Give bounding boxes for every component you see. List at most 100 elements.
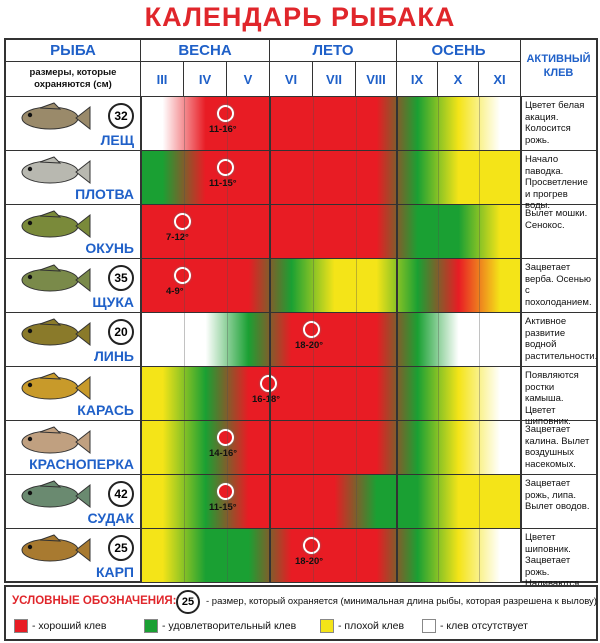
- column-divider: [479, 97, 480, 583]
- legend-title: УСЛОВНЫЕ ОБОЗНАЧЕНИЯ:: [12, 595, 177, 607]
- legend-size-text: - размер, который охраняется (минимальна…: [206, 596, 597, 607]
- spawn-temperature-marker: [217, 429, 234, 446]
- active-bite-note: Вылет мошки. Сенокос.: [521, 205, 596, 259]
- spawn-temperature-marker: [217, 105, 234, 122]
- fish-row-label: 35 ЩУКА: [6, 259, 141, 313]
- active-bite-note: Цветет шиповник. Зацветает рожь. Наливаю…: [521, 529, 596, 601]
- row-divider: [141, 582, 521, 583]
- spawn-temperature-label: 11-16°: [209, 124, 237, 135]
- column-divider: [438, 97, 439, 583]
- bite-activity-bar: [141, 205, 521, 258]
- active-bite-note: Появляются ростки камыша. Цветет шиповни…: [521, 367, 596, 427]
- spawn-temperature-label: 16-18°: [252, 394, 281, 405]
- fish-name: ЩУКА: [92, 294, 134, 310]
- legend-none-label: - клев отсутствует: [440, 620, 528, 632]
- spawn-temperature-label: 18-20°: [295, 556, 324, 567]
- protected-size-circle: 32: [108, 103, 134, 129]
- month-header-iv: IV: [184, 62, 227, 97]
- active-bite-note: Зацветает калина. Вылет воздушных насеко…: [521, 421, 596, 475]
- fish-row-label: 20 ЛИНЬ: [6, 313, 141, 367]
- page-title: КАЛЕНДАРЬ РЫБАКА: [144, 2, 456, 32]
- protected-size-note: размеры, которые охраняются (см): [6, 62, 141, 97]
- protected-size-circle: 20: [108, 319, 134, 345]
- fish-name: КАРП: [95, 564, 134, 580]
- row-divider: [141, 204, 521, 205]
- season-summer: ЛЕТО: [270, 40, 397, 62]
- row-divider: [141, 312, 521, 313]
- legend-poor-label: - плохой клев: [338, 620, 405, 632]
- row-divider: [141, 366, 521, 367]
- fish-row-label: КРАСНОПЕРКА: [6, 421, 141, 475]
- month-header-vi: VI: [270, 62, 313, 97]
- row-divider: [141, 528, 521, 529]
- fish-icon: [12, 317, 92, 356]
- legend-size-circle: 25: [176, 590, 200, 614]
- legend-swatch-poor: [320, 619, 334, 633]
- spawn-temperature-label: 4-9°: [166, 286, 184, 297]
- spawn-temperature-label: 18-20°: [295, 340, 324, 351]
- spawn-temperature-marker: [260, 375, 277, 392]
- bite-activity-bar: [141, 367, 521, 420]
- season-autumn: ОСЕНЬ: [397, 40, 521, 62]
- row-divider: [141, 150, 521, 151]
- fish-name: ОКУНЬ: [85, 240, 134, 256]
- fish-name: КАРАСЬ: [77, 402, 134, 418]
- fish-name: КРАСНОПЕРКА: [29, 456, 134, 472]
- season-spring: ВЕСНА: [141, 40, 270, 62]
- protected-size-circle: 35: [108, 265, 134, 291]
- spawn-temperature-marker: [217, 159, 234, 176]
- fish-row-label: 25 КАРП: [6, 529, 141, 583]
- column-divider: [140, 97, 142, 583]
- column-divider: [396, 97, 398, 583]
- active-bite-note: Зацветает верба. Осенью с похолоданием.: [521, 259, 596, 313]
- column-divider: [227, 97, 228, 583]
- month-header-vii: VII: [313, 62, 356, 97]
- legend-swatch-none: [422, 619, 436, 633]
- fish-name: ЛИНЬ: [93, 348, 134, 364]
- month-header-ix: IX: [397, 62, 438, 97]
- active-bite-note: Зацветает рожь, липа. Вылет оводов.: [521, 475, 596, 529]
- bite-activity-bar: [141, 97, 521, 150]
- spawn-temperature-label: 11-15°: [209, 502, 237, 513]
- bite-activity-bar: [141, 421, 521, 474]
- month-header-xi: XI: [479, 62, 521, 97]
- legend-good-label: - хороший клев: [32, 620, 107, 632]
- bite-activity-bar: [141, 475, 521, 528]
- protected-size-circle: 25: [108, 535, 134, 561]
- column-divider: [269, 97, 271, 583]
- legend-swatch-good: [14, 619, 28, 633]
- active-bite-note: Начало паводка. Просветление и прогрев в…: [521, 151, 596, 211]
- bite-activity-bar: [141, 151, 521, 204]
- row-divider: [141, 420, 521, 421]
- active-bite-note: Цветет белая акация. Колосится рожь.: [521, 97, 596, 151]
- fish-name: СУДАК: [87, 510, 134, 526]
- fish-row-label: 42 СУДАК: [6, 475, 141, 529]
- fish-row-label: ПЛОТВА: [6, 151, 141, 205]
- fish-icon: [12, 155, 92, 194]
- bite-activity-bar: [141, 259, 521, 312]
- fish-name: ПЛОТВА: [75, 186, 134, 202]
- fish-name: ЛЕЩ: [100, 132, 134, 148]
- month-header-v: V: [227, 62, 270, 97]
- column-divider: [356, 97, 357, 583]
- fish-icon: [12, 371, 92, 410]
- fish-row-label: КАРАСЬ: [6, 367, 141, 421]
- fish-icon: [12, 533, 92, 572]
- active-bite-header: АКТИВНЫЙ КЛЕВ: [521, 40, 596, 97]
- fish-icon: [12, 425, 92, 464]
- row-divider: [141, 474, 521, 475]
- fish-column-header: РЫБА: [6, 40, 141, 62]
- fish-icon: [12, 479, 92, 518]
- bite-activity-bar: [141, 529, 521, 582]
- column-divider: [520, 97, 522, 583]
- bite-activity-bar: [141, 313, 521, 366]
- spawn-temperature-label: 7-12°: [166, 232, 189, 243]
- fish-icon: [12, 263, 92, 302]
- spawn-temperature-marker: [174, 267, 191, 284]
- fish-row-label: 32 ЛЕЩ: [6, 97, 141, 151]
- spawn-temperature-marker: [174, 213, 191, 230]
- legend-swatch-ok: [144, 619, 158, 633]
- protected-size-circle: 42: [108, 481, 134, 507]
- spawn-temperature-marker: [303, 537, 320, 554]
- spawn-temperature-marker: [303, 321, 320, 338]
